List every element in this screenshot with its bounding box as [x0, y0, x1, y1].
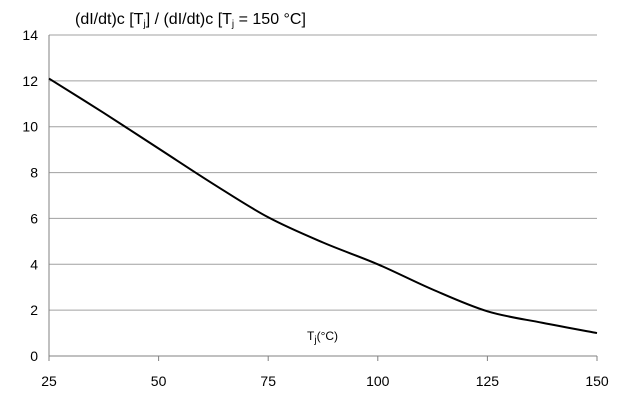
xlabel-subscript: j — [313, 335, 316, 346]
xlabel-part-2: (°C) — [317, 329, 338, 343]
x-tick-label-100: 100 — [366, 373, 390, 389]
x-tick-label-25: 25 — [41, 373, 57, 389]
y-tick-label-4: 4 — [30, 256, 38, 272]
x-tick-label-50: 50 — [151, 373, 167, 389]
y-tick-label-2: 2 — [30, 302, 38, 318]
title-subscript-2: j — [231, 19, 234, 30]
y-tick-label-6: 6 — [30, 210, 38, 226]
y-tick-label-12: 12 — [22, 73, 38, 89]
plot-area: 0 2 4 6 8 10 12 14 25 50 75 100 125 150 — [22, 27, 608, 389]
y-tick-label-14: 14 — [22, 27, 38, 43]
series-line-0 — [48, 77, 598, 335]
x-axis-label: Tj(°C) — [307, 329, 338, 346]
title-part-2: ] / (dI/dt)c [T — [146, 11, 232, 28]
xlabel-part-1: T — [307, 329, 315, 343]
y-tick-label-8: 8 — [30, 165, 38, 181]
title-subscript-1: j — [142, 19, 145, 30]
y-tick-label-10: 10 — [22, 119, 38, 135]
title-part-1: (dI/dt)c [T — [75, 11, 144, 28]
chart-title: (dI/dt)c [Tj] / (dI/dt)c [Tj = 150 °C] — [75, 11, 306, 30]
x-tick-label-125: 125 — [476, 373, 500, 389]
title-part-3: = 150 °C] — [234, 11, 306, 28]
y-tick-label-0: 0 — [30, 348, 38, 364]
x-tick-label-75: 75 — [260, 373, 276, 389]
x-tick-label-150: 150 — [585, 373, 609, 389]
